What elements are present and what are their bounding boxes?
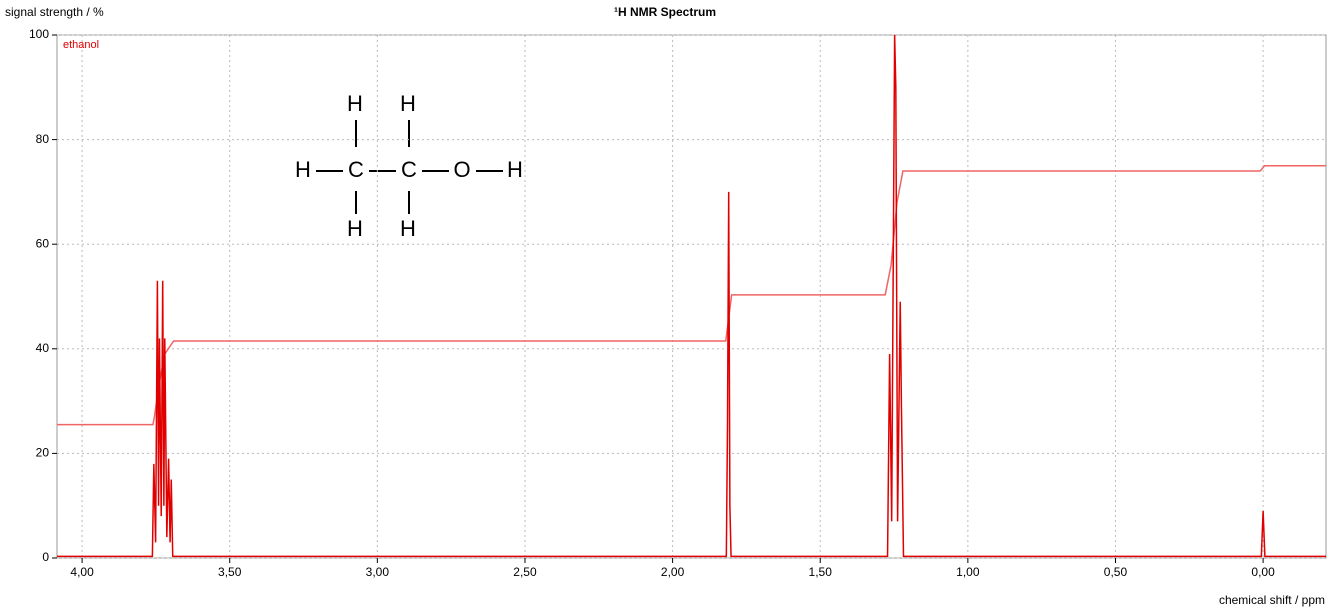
atom-label: H [295,157,311,182]
spectrum-line [57,165,1326,426]
y-tick-label: 100 [29,27,49,41]
x-tick-label: 0,00 [1251,565,1275,579]
x-tick-label: 1,00 [956,565,980,579]
x-tick-label: 0,50 [1104,565,1128,579]
atom-label: C [348,157,364,182]
atom-label: O [453,157,470,182]
y-tick-label: 40 [36,341,50,355]
plot-frame [56,34,1327,559]
atom-label: H [400,91,416,116]
x-tick-label: 3,50 [218,565,242,579]
spectrum-line [57,34,1326,558]
atom-label: C [401,157,417,182]
x-tick-label: 3,00 [366,565,390,579]
y-tick-label: 20 [36,446,50,460]
x-axis-label: chemical shift / ppm [1219,593,1325,607]
y-tick-label: 80 [36,132,50,146]
x-tick-label: 2,00 [661,565,685,579]
atom-label: H [400,216,416,241]
atom-label: H [507,157,523,182]
y-axis-label: signal strength / % [5,5,104,19]
atom-label: H [347,91,363,116]
x-tick-label: 1,50 [809,565,833,579]
y-tick-label: 60 [36,236,50,250]
molecule-bonds [316,120,503,214]
chart-title: ¹H NMR Spectrum [614,5,716,19]
x-tick-label: 4,00 [70,565,94,579]
x-tick-label: 2,50 [513,565,537,579]
y-tick-label: 0 [42,550,49,564]
legend-entry: ethanol [63,39,99,51]
atom-label: H [347,216,363,241]
